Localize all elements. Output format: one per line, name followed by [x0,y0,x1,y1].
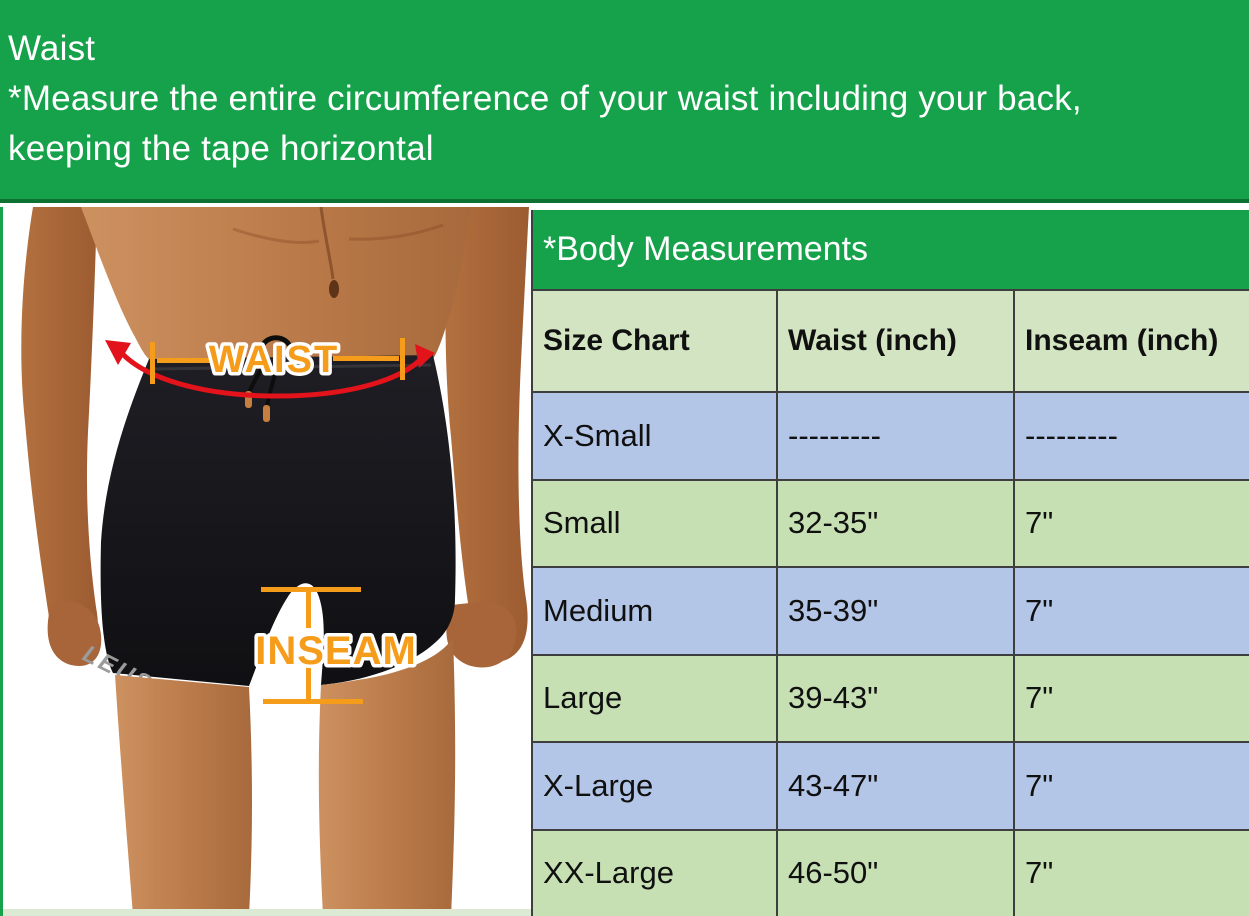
abs-cut-left [232,227,320,244]
size-cell: Medium [533,568,778,656]
shorts [100,355,456,686]
inseam-cell: 7" [1015,743,1249,831]
size-cell: XX-Large [533,830,778,916]
inseam-cell: --------- [1015,393,1249,481]
column-header-inseam: Inseam (inch) [1015,291,1249,393]
banner-instruction-line-1: *Measure the entire circumference of you… [8,79,1082,118]
column-header-size: Size Chart [533,291,778,393]
red-arrowhead-right [415,344,435,368]
drawstring-aglet-right [263,405,270,422]
torso [81,207,471,359]
inseam-top-bar [261,587,361,592]
inseam-cell: 7" [1015,830,1249,916]
table-title: *Body Measurements [533,210,1249,289]
size-cell: Small [533,480,778,568]
navel [329,280,339,298]
size-cell: X-Large [533,743,778,831]
right-arm [445,207,529,662]
instruction-banner: Waist *Measure the entire circumference … [0,0,1249,203]
drawstring-loop [258,335,294,351]
waist-cell: 32-35" [778,480,1015,568]
waist-cell: 46-50" [778,830,1015,916]
measurements-panel: *Body Measurements Size Chart Waist (inc… [531,210,1249,916]
column-header-waist: Waist (inch) [778,291,1015,393]
drawstring-left [247,358,267,394]
product-photo: LEUS WAIST INSEAM [21,206,529,916]
size-cell: Large [533,655,778,743]
photo-bottom-strip [3,909,534,916]
inseam-line-upper [306,592,311,628]
banner-instruction-line-2: keeping the tape horizontal [8,129,434,168]
waistband-highlight [150,363,432,371]
right-leg [318,637,456,916]
inseam-cell: 7" [1015,568,1249,656]
inseam-cell: 7" [1015,655,1249,743]
drawstring-right [265,358,281,408]
abs-cut-right [348,223,444,241]
left-leg [115,675,252,916]
red-arrowhead-left [105,340,131,365]
left-arm [21,207,99,662]
right-hand [446,601,517,668]
inseam-bottom-bar [263,699,363,704]
size-cell: X-Small [533,393,778,481]
waist-cell: 35-39" [778,568,1015,656]
waist-annotation-label: WAIST [209,339,339,381]
waist-cell: 39-43" [778,655,1015,743]
inseam-line-lower [306,667,311,699]
abs-center-line [319,206,335,280]
waist-line-left-segment [157,358,215,363]
inseam-cell: 7" [1015,480,1249,568]
waist-tick-left [150,342,155,384]
waist-cell: 43-47" [778,743,1015,831]
left-hand [47,602,102,666]
inseam-annotation-label: INSEAM [255,629,417,673]
waist-tick-right [400,338,405,380]
banner-title: Waist [8,29,96,68]
waist-cell: --------- [778,393,1015,481]
waist-line-right-segment [333,356,399,361]
size-chart-table: Size Chart Waist (inch) Inseam (inch) X-… [533,289,1249,916]
product-photo-panel: LEUS WAIST INSEAM [0,206,534,916]
